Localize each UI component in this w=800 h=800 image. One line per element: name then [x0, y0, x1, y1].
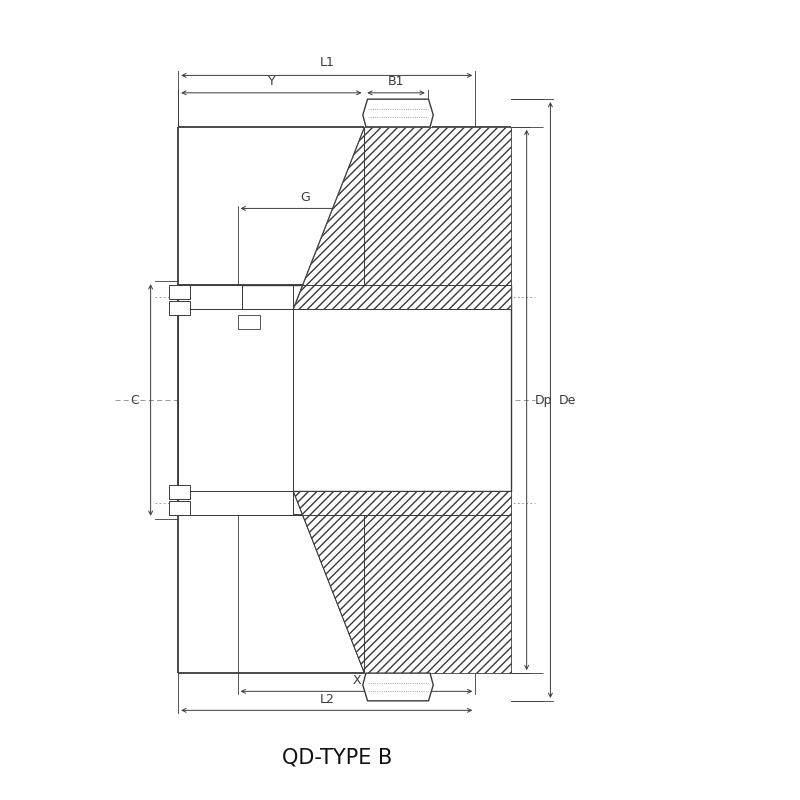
Bar	[178, 286, 242, 309]
Text: L2: L2	[319, 693, 334, 706]
Text: G: G	[300, 191, 310, 204]
Bar	[169, 286, 190, 299]
Bar	[178, 286, 511, 309]
Bar	[178, 491, 511, 514]
Polygon shape	[362, 99, 434, 127]
Text: Y: Y	[267, 75, 275, 88]
Polygon shape	[362, 673, 434, 701]
Text: Dp: Dp	[534, 394, 552, 406]
Bar	[178, 286, 511, 491]
Text: QD-TYPE B: QD-TYPE B	[282, 748, 392, 768]
Bar	[178, 309, 293, 514]
Polygon shape	[293, 491, 511, 673]
Bar	[169, 501, 190, 514]
Polygon shape	[293, 127, 511, 309]
Text: X: X	[352, 674, 361, 686]
Text: De: De	[558, 394, 576, 406]
Bar	[169, 485, 190, 499]
Text: L1: L1	[319, 56, 334, 70]
Bar	[238, 314, 260, 329]
Text: C: C	[130, 394, 138, 406]
Bar	[169, 301, 190, 315]
Text: B1: B1	[388, 75, 404, 88]
